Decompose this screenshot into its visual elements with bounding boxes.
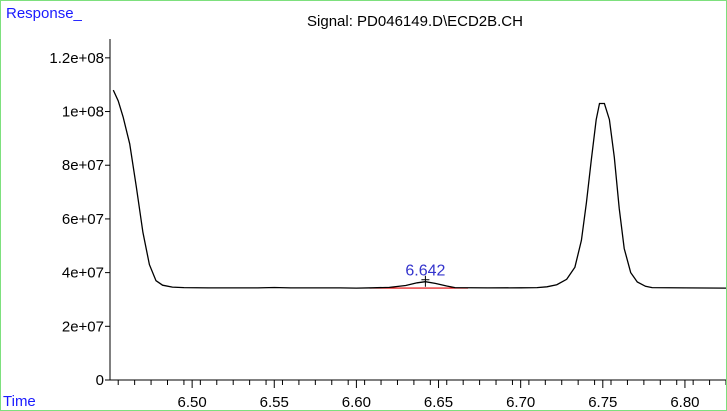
y-tick-label: 1.2e+08	[49, 50, 104, 67]
y-tick-label: 8e+07	[62, 157, 104, 174]
x-axis-label: Time	[3, 393, 36, 410]
x-tick-label: 6.65	[424, 394, 453, 410]
y-axis-label: Response_	[6, 5, 83, 22]
y-tick-label: 1e+08	[62, 104, 104, 121]
peak-label: 6.642	[405, 263, 445, 280]
x-tick-label: 6.75	[588, 394, 617, 410]
x-tick-label: 6.50	[178, 394, 207, 410]
chart-title: Signal: PD046149.D\ECD2B.CH	[307, 13, 523, 30]
plot-area: 6.642	[112, 89, 726, 289]
x-tick-label: 6.55	[260, 394, 289, 410]
y-tick-label: 0	[96, 372, 104, 389]
y-ticks: 0 2e+07 4e+07 6e+07 8e+07 1e+08 1.2e+08	[49, 50, 110, 389]
axes	[109, 39, 726, 381]
y-tick-label: 6e+07	[62, 211, 104, 228]
x-tick-label: 6.80	[670, 394, 699, 410]
signal-trace	[112, 89, 726, 289]
x-ticks: 6.50 6.55 6.60 6.65 6.70 6.75 6.80	[117, 380, 726, 410]
x-tick-label: 6.70	[506, 394, 535, 410]
y-tick-label: 4e+07	[62, 265, 104, 282]
x-tick-label: 6.60	[342, 394, 371, 410]
y-tick-label: 2e+07	[62, 318, 104, 335]
